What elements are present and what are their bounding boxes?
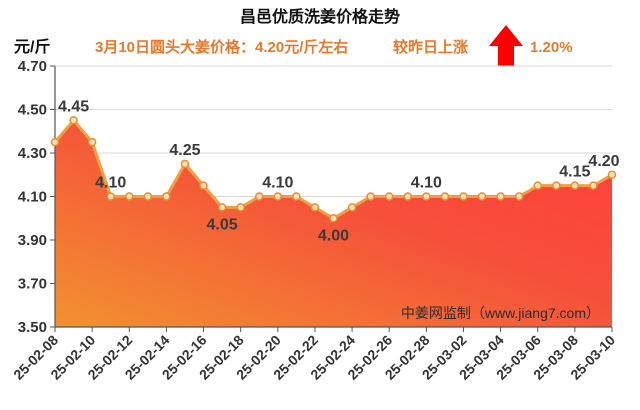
- data-point: [366, 192, 375, 201]
- data-point: [329, 214, 338, 223]
- data-point: [143, 192, 153, 201]
- data-point: [199, 181, 208, 190]
- data-point: [273, 192, 283, 201]
- data-point: [162, 192, 171, 201]
- data-point: [125, 192, 134, 201]
- data-label: 4.20: [588, 153, 619, 170]
- data-point: [180, 159, 190, 169]
- data-points: [50, 116, 617, 223]
- data-point: [310, 203, 320, 212]
- data-label: 4.10: [95, 175, 126, 192]
- data-point: [477, 192, 487, 201]
- data-point: [236, 203, 245, 212]
- data-point: [87, 137, 97, 147]
- y-tick-label: 3.90: [18, 232, 47, 249]
- watermark: 中姜网监制（www.jiang7.com）: [401, 305, 600, 321]
- data-point: [384, 192, 394, 201]
- data-point: [514, 192, 524, 201]
- data-point: [217, 203, 227, 212]
- data-label: 4.05: [207, 216, 238, 233]
- data-point: [589, 181, 598, 190]
- data-point: [422, 192, 431, 201]
- data-labels: 4.45 4.10 4.25 4.10 4.10 4.154.20 4.05 4.00: [58, 98, 620, 244]
- y-tick-label: 3.70: [18, 276, 47, 293]
- data-label: 4.25: [169, 142, 200, 159]
- data-point: [403, 192, 413, 201]
- y-axis: 3.50 3.70 3.90 4.10 4.30 4.50 4.70: [18, 58, 56, 336]
- data-point: [347, 203, 357, 212]
- price-summary: 3月10日圆头大姜价格：4.20元/斤左右: [95, 38, 348, 56]
- y-axis-label: 元/斤: [14, 38, 50, 56]
- data-point: [50, 137, 60, 147]
- data-point: [552, 181, 561, 190]
- data-point: [496, 192, 505, 201]
- change-value: 1.20%: [530, 39, 573, 56]
- data-point: [254, 192, 264, 201]
- data-point: [106, 192, 115, 201]
- data-point: [440, 192, 450, 201]
- data-label: 4.10: [262, 175, 293, 192]
- data-point: [69, 116, 78, 125]
- data-point: [292, 192, 301, 201]
- change-label: 较昨日上涨: [393, 38, 468, 56]
- price-area: [55, 120, 612, 328]
- y-tick-label: 3.50: [18, 319, 47, 336]
- y-tick-label: 4.50: [18, 102, 47, 119]
- data-label: 4.00: [318, 227, 349, 244]
- y-tick-label: 4.30: [18, 145, 47, 162]
- up-arrow-icon: [489, 25, 523, 66]
- data-label: 4.10: [411, 175, 442, 192]
- data-label: 4.45: [58, 98, 89, 115]
- chart-title: 昌邑优质洗姜价格走势: [240, 7, 400, 26]
- data-point: [459, 192, 468, 201]
- y-tick-label: 4.10: [18, 189, 47, 206]
- y-tick-label: 4.70: [18, 58, 47, 75]
- data-point: [533, 181, 542, 190]
- data-label: 4.15: [559, 164, 590, 181]
- data-point: [607, 170, 617, 179]
- data-point: [570, 181, 580, 190]
